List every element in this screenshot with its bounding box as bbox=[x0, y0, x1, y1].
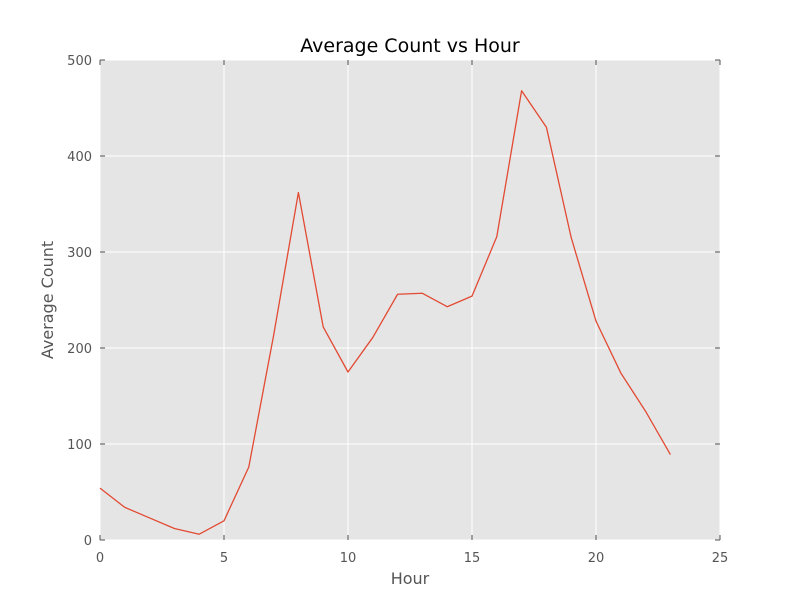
y-tick-label: 100 bbox=[67, 438, 92, 453]
x-tick-label: 25 bbox=[712, 551, 729, 566]
x-tick-label: 10 bbox=[340, 551, 357, 566]
y-axis-label: Average Count bbox=[38, 241, 57, 359]
x-axis-label: Hour bbox=[391, 569, 430, 588]
x-tick-label: 0 bbox=[96, 551, 104, 566]
y-tick-label: 400 bbox=[67, 150, 92, 165]
axis-ticks: 0 5 10 15 20 25 0 100 200 300 400 500 bbox=[67, 54, 728, 566]
x-tick-label: 20 bbox=[588, 551, 605, 566]
chart-title: Average Count vs Hour bbox=[300, 35, 520, 57]
x-tick-label: 5 bbox=[220, 551, 228, 566]
y-tick-label: 200 bbox=[67, 342, 92, 357]
x-tick-label: 15 bbox=[464, 551, 481, 566]
series-line bbox=[99, 90, 671, 535]
y-tick-label: 0 bbox=[84, 534, 92, 549]
grid-lines bbox=[99, 59, 721, 541]
plot-area bbox=[100, 60, 720, 540]
series-layer bbox=[99, 90, 671, 535]
y-tick-label: 300 bbox=[67, 246, 92, 261]
y-tick-label: 500 bbox=[67, 54, 92, 69]
